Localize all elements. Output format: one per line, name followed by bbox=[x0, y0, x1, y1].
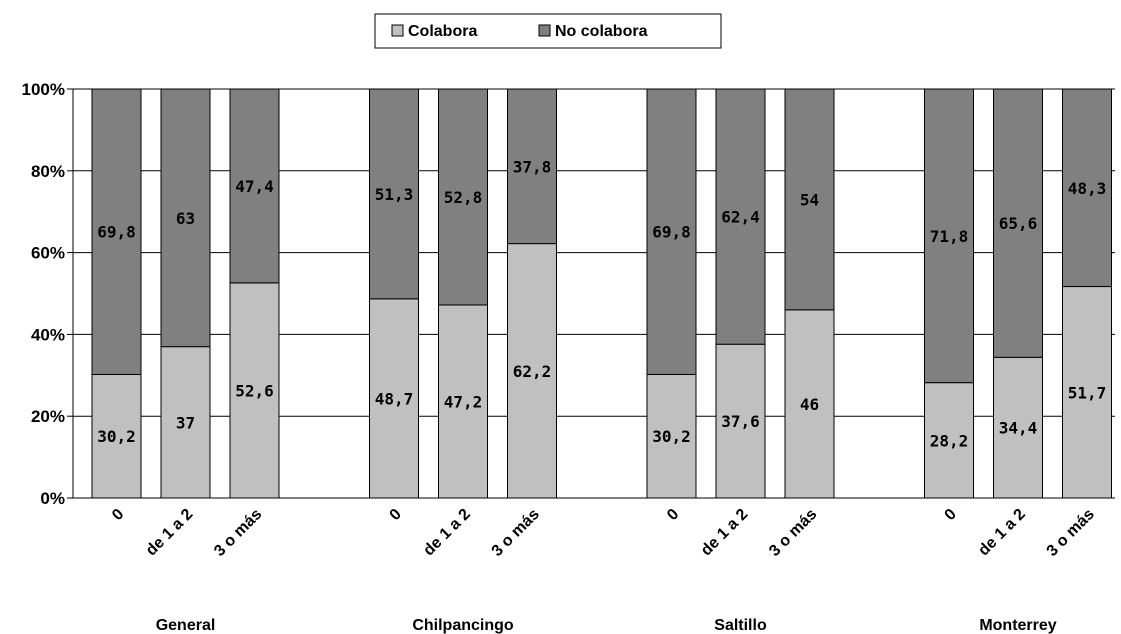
bar-segment bbox=[715, 88, 766, 345]
x-tick-label: de 1 a 2 bbox=[143, 506, 197, 560]
group-label: General bbox=[156, 617, 216, 634]
bar-segment bbox=[507, 88, 557, 245]
legend-swatch bbox=[538, 24, 551, 37]
data-label: 47,4 bbox=[235, 177, 274, 196]
data-label: 48,7 bbox=[375, 389, 414, 408]
y-tick-label: 100% bbox=[22, 80, 65, 99]
data-label: 48,3 bbox=[1068, 179, 1107, 198]
x-tick-label: de 1 a 2 bbox=[420, 506, 474, 560]
bar-segment bbox=[91, 88, 142, 375]
bar-segment bbox=[924, 88, 974, 384]
group-label: Saltillo bbox=[714, 617, 767, 634]
x-tick-label: 0 bbox=[942, 506, 960, 524]
x-tick-label: 3 o más bbox=[211, 506, 265, 560]
bar-segment bbox=[993, 88, 1043, 358]
bar-segment bbox=[229, 88, 280, 284]
data-label: 54 bbox=[800, 190, 819, 209]
y-tick-label: 60% bbox=[31, 244, 65, 263]
data-label: 28,2 bbox=[930, 431, 969, 450]
x-tick-label: de 1 a 2 bbox=[975, 506, 1029, 560]
data-label: 65,6 bbox=[999, 214, 1038, 233]
x-tick-label: 3 o más bbox=[1044, 506, 1098, 560]
data-label: 69,8 bbox=[97, 223, 136, 242]
data-label: 30,2 bbox=[97, 427, 136, 446]
data-label: 37 bbox=[176, 413, 195, 432]
bar-segment bbox=[1062, 286, 1112, 499]
x-tick-label: 3 o más bbox=[489, 506, 543, 560]
data-label: 69,8 bbox=[652, 223, 691, 242]
data-label: 63 bbox=[176, 209, 195, 228]
data-label: 46 bbox=[800, 395, 819, 414]
x-tick-label: 0 bbox=[387, 506, 405, 524]
data-label: 71,8 bbox=[930, 227, 969, 246]
legend-label: Colabora bbox=[408, 23, 477, 40]
bar-segment bbox=[438, 88, 488, 306]
y-tick-label: 80% bbox=[31, 162, 65, 181]
bars: 30,2 69,8 37 63 52,6 47,4 48,7 51,3 47,2 52,8 62,2… bbox=[91, 88, 1112, 499]
bar-segment bbox=[646, 373, 697, 499]
y-tick-label: 0% bbox=[40, 489, 65, 508]
group-label: Monterrey bbox=[979, 617, 1056, 634]
x-tick-label: de 1 a 2 bbox=[698, 506, 752, 560]
data-label: 47,2 bbox=[444, 392, 483, 411]
data-label: 52,6 bbox=[235, 381, 274, 400]
data-label: 62,2 bbox=[513, 362, 552, 381]
bar-segment bbox=[369, 88, 419, 300]
data-label: 34,4 bbox=[999, 419, 1038, 438]
bar-segment bbox=[784, 88, 835, 311]
legend-label: No colabora bbox=[555, 23, 648, 40]
bar-segment bbox=[993, 356, 1043, 499]
bar-segment bbox=[646, 88, 697, 375]
x-tick-label: 3 o más bbox=[766, 506, 820, 560]
y-tick-label: 40% bbox=[31, 325, 65, 344]
x-axis: 0 de 1 a 2 3 o más General 0 de 1 a 2 3 o más C… bbox=[73, 497, 1115, 634]
bar-segment bbox=[1062, 88, 1112, 288]
bar-segment bbox=[438, 304, 488, 499]
y-axis: 0% 20% 40% 60% 80% 100% bbox=[22, 80, 74, 508]
legend-swatch bbox=[391, 24, 404, 37]
legend: Colabora No colabora bbox=[374, 13, 722, 49]
bar-segment bbox=[160, 88, 211, 348]
bar-segment bbox=[507, 243, 557, 499]
data-label: 30,2 bbox=[652, 427, 691, 446]
bar-segment bbox=[715, 343, 766, 499]
group-label: Chilpancingo bbox=[412, 617, 514, 634]
data-label: 51,3 bbox=[375, 185, 414, 204]
bar-segment bbox=[369, 298, 419, 499]
y-tick-label: 20% bbox=[31, 407, 65, 426]
bar-segment bbox=[784, 309, 835, 499]
data-label: 51,7 bbox=[1068, 383, 1107, 402]
x-tick-label: 0 bbox=[109, 506, 127, 524]
data-label: 52,8 bbox=[444, 188, 483, 207]
data-label: 62,4 bbox=[721, 208, 760, 227]
x-tick-label: 0 bbox=[664, 506, 682, 524]
bar-segment bbox=[924, 382, 974, 499]
data-label: 37,8 bbox=[513, 157, 552, 176]
data-label: 37,6 bbox=[721, 412, 760, 431]
